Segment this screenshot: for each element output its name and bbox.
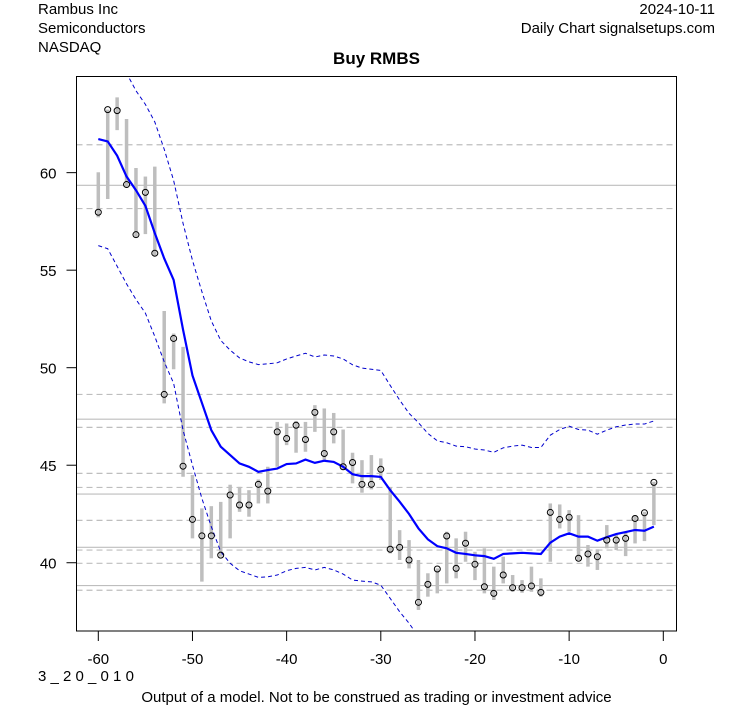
close-point	[546, 508, 554, 516]
close-point	[198, 532, 206, 540]
plot-frame	[76, 76, 677, 632]
close-point	[339, 463, 347, 471]
close-point	[301, 435, 309, 443]
moving-average	[98, 138, 655, 561]
close-point	[443, 532, 451, 540]
y-tick-label: 40	[40, 556, 57, 573]
close-point	[311, 408, 319, 416]
close-point	[593, 553, 601, 561]
close-point	[414, 598, 422, 606]
close-point	[207, 532, 215, 540]
close-point	[132, 231, 140, 239]
chart-source: Daily Chart signalsetups.com	[520, 20, 715, 37]
close-point	[565, 513, 573, 521]
close-point	[123, 181, 131, 189]
close-point	[236, 501, 244, 509]
close-point	[273, 428, 281, 436]
close-point	[640, 509, 648, 517]
x-tick-label: -10	[558, 651, 580, 668]
close-point	[217, 551, 225, 559]
close-point	[584, 550, 592, 558]
close-point	[320, 450, 328, 458]
close-point	[245, 501, 253, 509]
close-point	[490, 589, 498, 597]
chart-title: Buy RMBS	[333, 49, 420, 68]
close-point	[386, 545, 394, 553]
close-point	[292, 421, 300, 429]
close-point	[509, 584, 517, 592]
close-point	[377, 465, 385, 473]
x-tick-label: -50	[182, 651, 204, 668]
close-point	[283, 434, 291, 442]
sector-label: Semiconductors	[38, 20, 146, 37]
close-point	[94, 208, 102, 216]
y-tick-label: 55	[40, 263, 57, 280]
close-point	[330, 428, 338, 436]
x-tick-label: -60	[87, 651, 109, 668]
close-point	[405, 556, 413, 564]
close-point	[631, 514, 639, 522]
y-tick-label: 60	[40, 166, 57, 183]
y-tick-label: 50	[40, 361, 57, 378]
close-point	[471, 560, 479, 568]
moving-average-line	[98, 138, 655, 561]
close-point	[179, 462, 187, 470]
close-point	[433, 565, 441, 573]
close-point	[160, 390, 168, 398]
close-point	[650, 478, 658, 486]
close-point	[349, 458, 357, 466]
close-points	[94, 106, 658, 606]
model-code: 3 _ 2 0 _ 0 1 0	[38, 668, 134, 685]
x-tick-label: 0	[659, 651, 667, 668]
chart-date: 2024-10-11	[639, 1, 715, 18]
close-point	[480, 583, 488, 591]
close-point	[254, 480, 262, 488]
x-tick-label: -20	[464, 651, 486, 668]
close-point	[499, 571, 507, 579]
level-lines	[76, 144, 677, 591]
close-point	[188, 515, 196, 523]
close-point	[537, 588, 545, 596]
close-point	[452, 564, 460, 572]
close-point	[264, 487, 272, 495]
close-point	[396, 543, 404, 551]
close-point	[358, 480, 366, 488]
exchange-label: NASDAQ	[38, 39, 102, 56]
x-axis: -60 -50 -40 -30 -20 -10 0	[87, 631, 667, 668]
close-point	[575, 554, 583, 562]
close-point	[367, 480, 375, 488]
close-point	[518, 584, 526, 592]
close-point	[612, 536, 620, 544]
x-tick-label: -40	[276, 651, 298, 668]
close-point	[104, 106, 112, 114]
close-point	[527, 582, 535, 590]
close-point	[556, 515, 564, 523]
lower-band-line	[98, 245, 416, 631]
close-point	[462, 539, 470, 547]
close-point	[141, 188, 149, 196]
close-point	[151, 249, 159, 257]
x-tick-label: -30	[370, 651, 392, 668]
close-point	[170, 334, 178, 342]
close-point	[622, 534, 630, 542]
y-tick-label: 45	[40, 458, 57, 475]
close-point	[424, 580, 432, 588]
close-point	[113, 107, 121, 115]
disclaimer: Output of a model. Not to be construed a…	[141, 689, 612, 706]
company-name: Rambus Inc	[38, 1, 119, 18]
y-axis: 40 45 50 55 60	[40, 166, 77, 573]
close-point	[603, 536, 611, 544]
bands	[98, 76, 655, 631]
close-point	[226, 491, 234, 499]
